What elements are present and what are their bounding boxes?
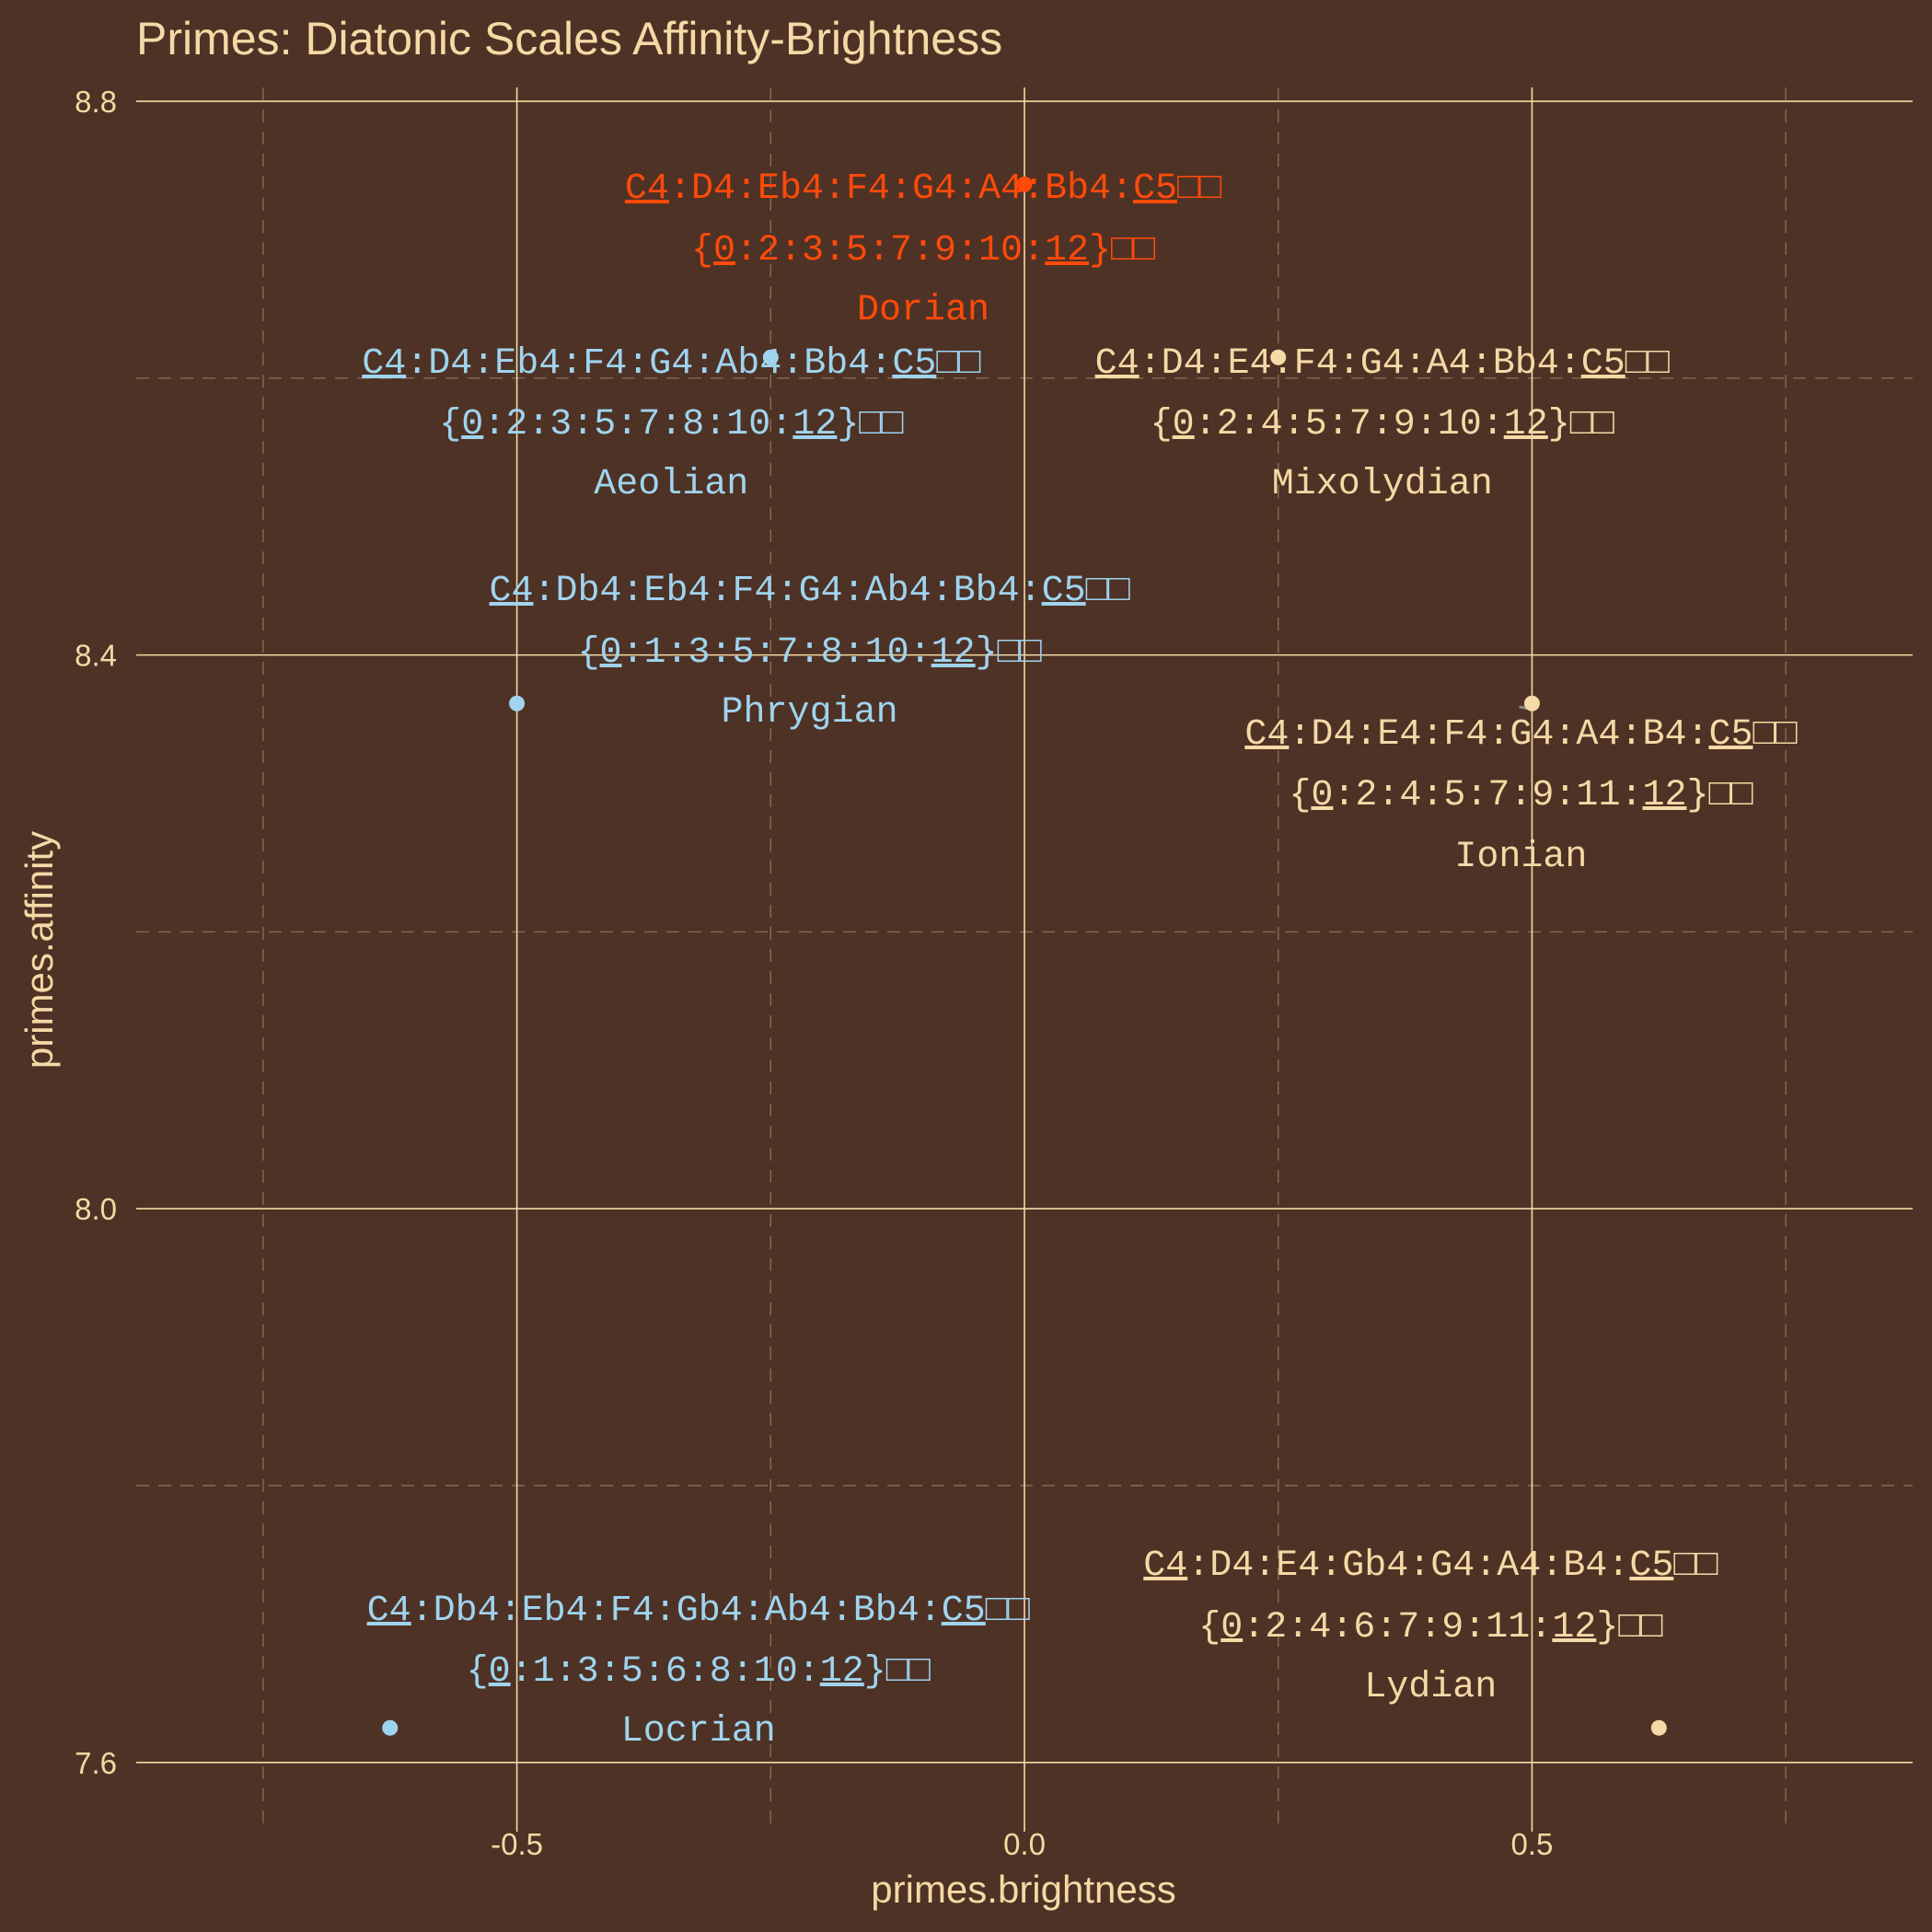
label-notes-lydian: C4:D4:E4:Gb4:G4:A4:B4:C5□□ — [1143, 1545, 1718, 1587]
x-tick-label: 0.0 — [1003, 1827, 1046, 1861]
label-name-locrian: Locrian — [621, 1711, 776, 1753]
label-pitches-mixolydian: {0:2:4:5:7:9:10:12}□□ — [1151, 404, 1614, 445]
label-pitches-lydian: {0:2:4:6:7:9:11:12}□□ — [1198, 1607, 1662, 1649]
point-aeolian — [762, 349, 779, 365]
label-name-mixolydian: Mixolydian — [1272, 464, 1493, 505]
x-axis-title: primes.brightness — [871, 1868, 1175, 1911]
label-pitches-dorian: {0:2:3:5:7:9:10:12}□□ — [691, 230, 1155, 272]
label-pitches-aeolian: {0:2:3:5:7:8:10:12}□□ — [439, 404, 903, 445]
y-tick-label: 7.6 — [75, 1746, 117, 1780]
y-tick-label: 8.8 — [75, 85, 117, 119]
point-mixolydian — [1270, 349, 1287, 365]
label-name-dorian: Dorian — [857, 290, 989, 331]
label-notes-ionian: C4:D4:E4:F4:G4:A4:B4:C5□□ — [1244, 714, 1797, 756]
label-pitches-ionian: {0:2:4:5:7:9:11:12}□□ — [1289, 775, 1753, 816]
label-notes-locrian: C4:Db4:Eb4:F4:Gb4:Ab4:Bb4:C5□□ — [367, 1591, 1030, 1632]
point-ionian — [1523, 695, 1540, 711]
point-phrygian — [509, 695, 526, 711]
label-name-ionian: Ionian — [1454, 837, 1587, 878]
y-tick-label: 8.0 — [75, 1192, 117, 1226]
point-labels: C4:D4:Eb4:F4:G4:A4:Bb4:C5□□ {0:2:3:5:7:9:… — [362, 168, 1797, 1753]
x-tick-label: 0.5 — [1510, 1827, 1553, 1861]
label-pitches-phrygian: {0:1:3:5:7:8:10:12}□□ — [578, 632, 1042, 674]
data-points — [382, 176, 1667, 1736]
label-notes-aeolian: C4:D4:Eb4:F4:G4:Ab4:Bb4:C5□□ — [362, 343, 980, 385]
point-lydian — [1650, 1719, 1667, 1736]
label-name-phrygian: Phrygian — [722, 692, 898, 734]
label-name-lydian: Lydian — [1364, 1667, 1497, 1708]
x-tick-label: -0.5 — [491, 1827, 543, 1861]
label-name-aeolian: Aeolian — [594, 464, 748, 505]
label-pitches-locrian: {0:1:3:5:6:8:10:12}□□ — [467, 1651, 931, 1693]
y-axis-title: primes.affinity — [17, 831, 61, 1069]
label-notes-mixolydian: C4:D4:E4:F4:G4:A4:Bb4:C5□□ — [1095, 343, 1670, 385]
tick-labels: -0.5 0.0 0.5 7.6 8.0 8.4 8.8 — [75, 85, 1553, 1861]
point-locrian — [382, 1719, 399, 1736]
label-notes-dorian: C4:D4:Eb4:F4:G4:A4:Bb4:C5□□ — [625, 168, 1221, 210]
y-tick-label: 8.4 — [75, 639, 117, 673]
grid — [136, 87, 1913, 1832]
label-notes-phrygian: C4:Db4:Eb4:F4:G4:Ab4:Bb4:C5□□ — [490, 571, 1130, 612]
chart-title: Primes: Diatonic Scales Affinity-Brightn… — [136, 13, 1002, 64]
point-dorian — [1016, 176, 1033, 192]
